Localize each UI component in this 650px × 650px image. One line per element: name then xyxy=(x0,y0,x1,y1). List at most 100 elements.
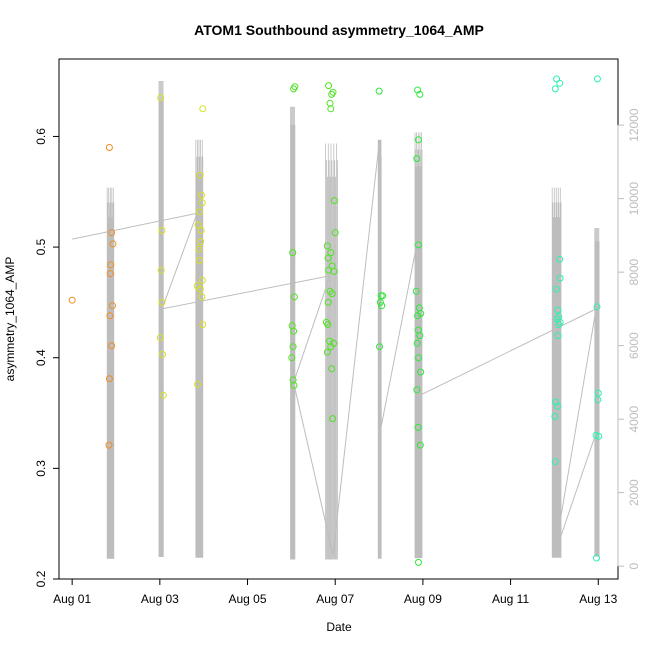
data-point xyxy=(105,375,113,383)
data-point xyxy=(416,332,424,340)
data-point xyxy=(556,255,564,263)
data-point xyxy=(197,227,205,234)
data-point xyxy=(594,389,602,397)
data-point xyxy=(197,238,205,246)
data-point xyxy=(323,348,331,356)
x-tick-label: Aug 05 xyxy=(229,592,267,606)
y-tick-label: 0.2 xyxy=(34,570,48,587)
data-point xyxy=(328,365,336,373)
data-point xyxy=(156,334,164,342)
chart-title: ATOM1 Southbound asymmetry_1064_AMP xyxy=(194,22,484,38)
data-point xyxy=(198,293,206,301)
data-point xyxy=(198,199,206,207)
data-point xyxy=(415,136,422,144)
data-point xyxy=(330,267,338,275)
data-point xyxy=(109,302,116,310)
data-point xyxy=(416,441,424,449)
data-point xyxy=(157,266,165,274)
data-point xyxy=(593,303,601,311)
data-point xyxy=(105,441,113,449)
data-point xyxy=(415,558,422,566)
data-point xyxy=(196,285,204,293)
y-tick-label: 0.4 xyxy=(34,349,48,366)
data-point xyxy=(554,332,562,340)
right-series-bursts xyxy=(106,81,600,560)
data-point xyxy=(194,380,201,388)
y2-tick-label: 0 xyxy=(627,562,641,569)
y2-tick-label: 4000 xyxy=(627,405,641,432)
data-point xyxy=(551,412,559,420)
data-point xyxy=(329,415,337,423)
data-point xyxy=(199,321,207,328)
x-tick-label: Aug 11 xyxy=(492,592,529,606)
x-tick-label: Aug 09 xyxy=(404,592,442,606)
y-tick-label: 0.3 xyxy=(34,460,48,477)
data-point xyxy=(414,312,422,320)
x-tick-label: Aug 13 xyxy=(579,592,617,606)
data-point xyxy=(376,298,384,306)
y-axis-label: asymmetry_1064_AMP xyxy=(3,257,17,382)
x-tick-label: Aug 03 xyxy=(141,592,179,606)
data-point xyxy=(290,293,298,301)
data-point xyxy=(551,85,559,93)
data-point xyxy=(291,83,299,91)
data-point xyxy=(330,197,338,205)
data-point xyxy=(195,245,203,253)
y2-tick-label: 6000 xyxy=(627,332,641,359)
data-point xyxy=(415,241,422,249)
data-point xyxy=(158,298,166,306)
data-point xyxy=(552,398,560,406)
data-point xyxy=(328,290,336,298)
data-point xyxy=(414,86,422,94)
plot-frame xyxy=(58,58,619,580)
x-tick-label: Aug 01 xyxy=(53,592,91,606)
data-point xyxy=(553,285,561,293)
data-point xyxy=(327,343,335,351)
y2-tick-label: 10000 xyxy=(627,182,641,216)
data-point xyxy=(158,227,166,234)
data-point xyxy=(378,302,386,310)
x-tick-label: Aug 07 xyxy=(316,592,354,606)
data-point xyxy=(288,354,296,362)
data-point xyxy=(68,296,76,304)
data-point xyxy=(413,339,421,347)
data-point xyxy=(289,249,297,257)
data-point xyxy=(105,144,113,151)
data-point xyxy=(290,327,298,335)
data-point xyxy=(106,270,114,278)
data-point xyxy=(593,75,601,83)
data-point xyxy=(417,368,425,376)
data-point xyxy=(109,240,117,248)
x-axis-label: Date xyxy=(326,620,352,634)
data-point xyxy=(323,242,331,250)
y-axis: 0.2 0.3 0.4 0.5 0.6 xyxy=(34,128,60,587)
data-point xyxy=(108,342,116,350)
data-point xyxy=(375,87,383,95)
data-point xyxy=(159,350,166,358)
data-point xyxy=(327,249,335,257)
y2-tick-label: 12000 xyxy=(627,108,641,142)
data-point xyxy=(107,261,115,269)
data-point xyxy=(290,381,298,389)
data-point xyxy=(416,90,424,98)
data-point xyxy=(324,298,332,306)
data-point xyxy=(415,354,422,362)
data-point xyxy=(159,391,167,399)
y-tick-label: 0.6 xyxy=(34,128,48,145)
data-point xyxy=(198,191,205,199)
data-point xyxy=(198,276,206,284)
data-point xyxy=(554,306,562,314)
data-point xyxy=(412,287,420,295)
data-point xyxy=(379,292,387,300)
data-point xyxy=(556,274,564,282)
data-point xyxy=(376,343,383,351)
data-point xyxy=(194,221,202,229)
data-point xyxy=(199,105,207,113)
data-point xyxy=(331,229,339,237)
data-point xyxy=(413,155,421,163)
data-point xyxy=(325,82,333,90)
data-point xyxy=(324,254,332,262)
data-point xyxy=(324,321,332,328)
y2-tick-label: 2000 xyxy=(627,479,641,506)
